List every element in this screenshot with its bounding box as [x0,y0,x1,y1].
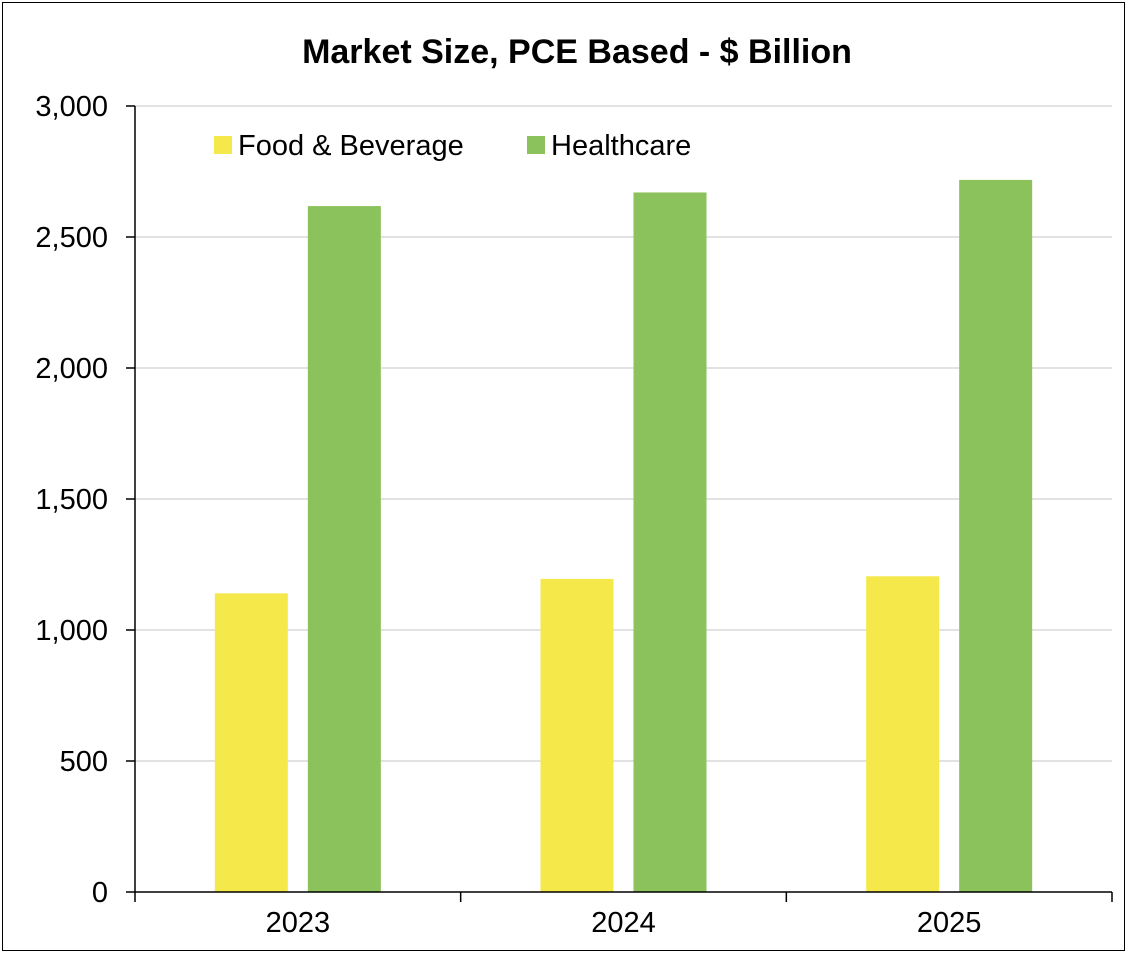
chart-title: Market Size, PCE Based - $ Billion [302,33,852,71]
legend-swatch-healthcare [527,136,545,154]
legend-label-food-beverage: Food & Beverage [238,130,464,162]
gridlines [135,105,1112,762]
axes [126,105,1113,902]
x-axis-tick-label: 2025 [917,907,982,939]
y-axis-tick-label: 500 [60,746,108,778]
y-axis-tick-label: 2,000 [35,353,108,385]
bar-food-beverage-2025 [866,576,940,892]
x-axis-tick-label: 2023 [266,907,331,939]
bar-food-beverage-2023 [214,593,288,892]
bar-healthcare-2024 [633,192,707,892]
y-axis-tick-label: 0 [92,877,108,909]
legend-label-healthcare: Healthcare [551,130,691,162]
legend-swatch-food-beverage [214,136,232,154]
x-axis-tick-label: 2024 [591,907,656,939]
bar-healthcare-2025 [959,179,1033,892]
y-axis-tick-label: 1,500 [35,484,108,516]
bar-healthcare-2023 [307,206,381,893]
y-axis-tick-labels: 0 500 1,000 1,500 2,000 2,500 3,000 [35,91,108,909]
x-axis-tick-labels: 2023 2024 2025 [266,907,982,939]
y-axis-tick-label: 2,500 [35,222,108,254]
y-axis-tick-label: 1,000 [35,615,108,647]
y-axis-tick-label: 3,000 [35,91,108,123]
bar-food-beverage-2024 [540,578,614,892]
legend: Food & Beverage Healthcare [214,130,691,162]
bars [214,179,1033,893]
